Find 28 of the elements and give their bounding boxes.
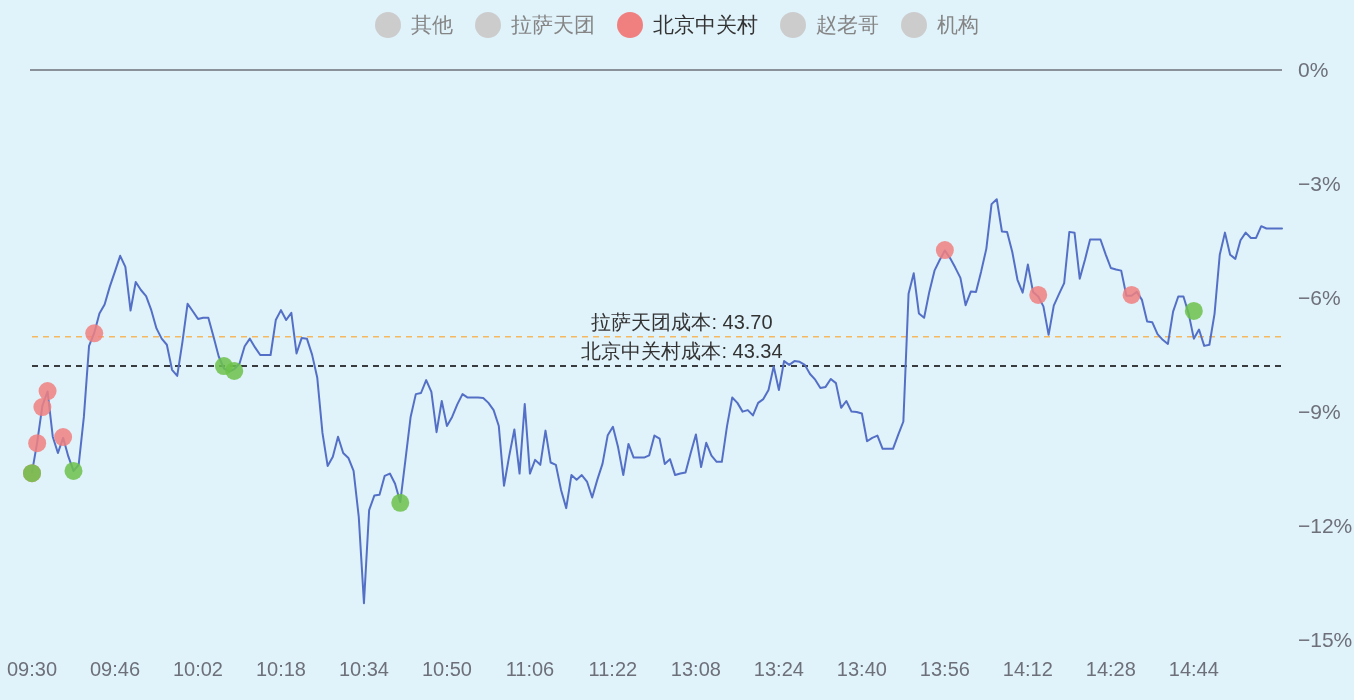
x-tick-label: 14:12 <box>1002 658 1053 680</box>
annotation: 拉萨天团成本: 43.70 <box>591 310 773 333</box>
x-tick-label: 11:22 <box>588 658 638 680</box>
x-tick-label: 10:50 <box>421 658 472 680</box>
x-tick-label: 13:08 <box>670 658 721 680</box>
y-tick-label: −9% <box>1298 400 1341 423</box>
legend-label: 机构 <box>937 13 979 36</box>
x-tick-label: 09:30 <box>6 658 58 680</box>
annotation: 北京中关村成本: 43.34 <box>581 340 783 363</box>
x-tick-label: 14:44 <box>1168 658 1219 680</box>
y-tick-label: −3% <box>1298 172 1341 195</box>
legend-label: 拉萨天团 <box>511 13 595 36</box>
x-tick-label: 10:34 <box>338 658 389 680</box>
legend-label: 北京中关村 <box>653 13 758 36</box>
y-tick-label: −6% <box>1298 286 1341 309</box>
x-tick-label: 10:18 <box>255 658 306 680</box>
x-tick-label: 13:40 <box>836 658 887 680</box>
x-tick-label: 13:24 <box>753 658 804 680</box>
y-tick-label: 0% <box>1298 58 1329 81</box>
x-tick-label: 09:46 <box>89 658 141 680</box>
y-tick-label: −15% <box>1298 628 1353 651</box>
x-tick-label: 11:06 <box>505 658 555 680</box>
legend-label: 其他 <box>411 13 453 36</box>
legend-label: 赵老哥 <box>816 13 879 36</box>
y-tick-label: −12% <box>1298 514 1353 537</box>
x-tick-label: 13:56 <box>919 658 970 680</box>
x-tick-label: 14:28 <box>1085 658 1136 680</box>
x-tick-label: 10:02 <box>172 658 224 680</box>
